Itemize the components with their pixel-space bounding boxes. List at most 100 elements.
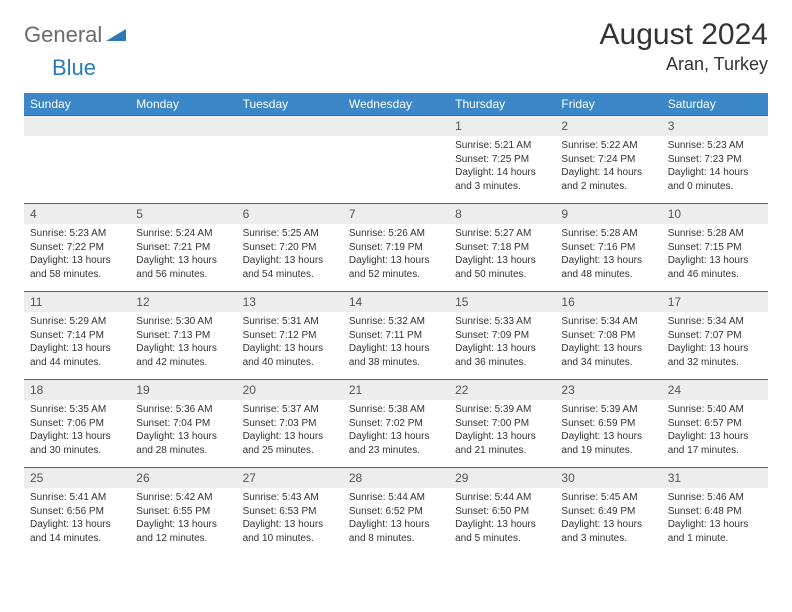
sunrise-line: Sunrise: 5:27 AM [455, 227, 549, 241]
sunset-line: Sunset: 6:55 PM [136, 505, 230, 519]
sunset-line [349, 153, 443, 167]
daylight-line: Daylight: 14 hours [561, 166, 655, 180]
daylight-line: and 44 minutes. [30, 356, 124, 370]
day-number: 18 [24, 380, 130, 400]
sunrise-line: Sunrise: 5:22 AM [561, 139, 655, 153]
sunset-line: Sunset: 7:09 PM [455, 329, 549, 343]
sunset-line: Sunset: 7:19 PM [349, 241, 443, 255]
sunrise-line: Sunrise: 5:34 AM [561, 315, 655, 329]
sunrise-line: Sunrise: 5:38 AM [349, 403, 443, 417]
sunrise-line: Sunrise: 5:28 AM [561, 227, 655, 241]
day-number: 30 [555, 468, 661, 488]
weekday-header: Saturday [662, 93, 768, 116]
day-data: Sunrise: 5:44 AMSunset: 6:52 PMDaylight:… [343, 488, 449, 551]
weekday-header: Wednesday [343, 93, 449, 116]
day-number [24, 116, 130, 136]
day-number: 28 [343, 468, 449, 488]
daylight-line: and 17 minutes. [668, 444, 762, 458]
calendar-cell: 19Sunrise: 5:36 AMSunset: 7:04 PMDayligh… [130, 380, 236, 468]
daylight-line: Daylight: 13 hours [668, 254, 762, 268]
sunrise-line: Sunrise: 5:31 AM [243, 315, 337, 329]
day-data [24, 136, 130, 199]
day-data [130, 136, 236, 199]
sunrise-line: Sunrise: 5:44 AM [455, 491, 549, 505]
daylight-line [349, 166, 443, 180]
day-data: Sunrise: 5:39 AMSunset: 6:59 PMDaylight:… [555, 400, 661, 463]
calendar-cell: 5Sunrise: 5:24 AMSunset: 7:21 PMDaylight… [130, 204, 236, 292]
calendar-week-row: 25Sunrise: 5:41 AMSunset: 6:56 PMDayligh… [24, 468, 768, 556]
sunset-line [136, 153, 230, 167]
calendar-cell: 11Sunrise: 5:29 AMSunset: 7:14 PMDayligh… [24, 292, 130, 380]
daylight-line: Daylight: 13 hours [561, 342, 655, 356]
sunset-line: Sunset: 7:03 PM [243, 417, 337, 431]
sunset-line: Sunset: 7:24 PM [561, 153, 655, 167]
day-data: Sunrise: 5:33 AMSunset: 7:09 PMDaylight:… [449, 312, 555, 375]
daylight-line: and 19 minutes. [561, 444, 655, 458]
day-number: 4 [24, 204, 130, 224]
daylight-line: Daylight: 13 hours [668, 430, 762, 444]
sunrise-line: Sunrise: 5:35 AM [30, 403, 124, 417]
calendar-cell: 8Sunrise: 5:27 AMSunset: 7:18 PMDaylight… [449, 204, 555, 292]
sunset-line: Sunset: 6:50 PM [455, 505, 549, 519]
daylight-line: Daylight: 14 hours [455, 166, 549, 180]
weekday-header: Monday [130, 93, 236, 116]
sunrise-line: Sunrise: 5:39 AM [561, 403, 655, 417]
day-data: Sunrise: 5:31 AMSunset: 7:12 PMDaylight:… [237, 312, 343, 375]
sunrise-line: Sunrise: 5:29 AM [30, 315, 124, 329]
day-number: 24 [662, 380, 768, 400]
sunrise-line [349, 139, 443, 153]
day-number: 29 [449, 468, 555, 488]
sunset-line: Sunset: 6:57 PM [668, 417, 762, 431]
day-number: 20 [237, 380, 343, 400]
sunset-line: Sunset: 7:06 PM [30, 417, 124, 431]
day-data: Sunrise: 5:37 AMSunset: 7:03 PMDaylight:… [237, 400, 343, 463]
day-number: 7 [343, 204, 449, 224]
daylight-line [30, 166, 124, 180]
daylight-line: and 5 minutes. [455, 532, 549, 546]
daylight-line: Daylight: 13 hours [561, 430, 655, 444]
day-number: 13 [237, 292, 343, 312]
calendar-week-row: 4Sunrise: 5:23 AMSunset: 7:22 PMDaylight… [24, 204, 768, 292]
day-number: 10 [662, 204, 768, 224]
calendar-cell: 31Sunrise: 5:46 AMSunset: 6:48 PMDayligh… [662, 468, 768, 556]
sunset-line: Sunset: 7:25 PM [455, 153, 549, 167]
calendar-week-row: 18 Sunrise: 5:35 AMSunset: 7:06 PM Dayligh… [24, 380, 768, 468]
day-number: 16 [555, 292, 661, 312]
sunset-line: Sunset: 7:11 PM [349, 329, 443, 343]
sunrise-line [30, 139, 124, 153]
calendar-cell: 30Sunrise: 5:45 AMSunset: 6:49 PMDayligh… [555, 468, 661, 556]
calendar-cell: 12Sunrise: 5:30 AMSunset: 7:13 PMDayligh… [130, 292, 236, 380]
sunrise-line: Sunrise: 5:33 AM [455, 315, 549, 329]
day-number: 11 [24, 292, 130, 312]
sunrise-line: Sunrise: 5:44 AM [349, 491, 443, 505]
daylight-line [136, 180, 230, 194]
day-data: Sunrise: 5:42 AMSunset: 6:55 PMDaylight:… [130, 488, 236, 551]
daylight-line: and 28 minutes. [136, 444, 230, 458]
sunrise-line: Sunrise: 5:39 AM [455, 403, 549, 417]
calendar-cell: 7Sunrise: 5:26 AMSunset: 7:19 PMDaylight… [343, 204, 449, 292]
daylight-line: and 2 minutes. [561, 180, 655, 194]
daylight-line: and 42 minutes. [136, 356, 230, 370]
day-data [343, 136, 449, 199]
day-data: Sunrise: 5:25 AMSunset: 7:20 PMDaylight:… [237, 224, 343, 287]
daylight-line: Daylight: 13 hours [243, 430, 337, 444]
sunset-line: Sunset: 7:02 PM [349, 417, 443, 431]
sunrise-line: Sunrise: 5:23 AM [30, 227, 124, 241]
logo: General [24, 18, 128, 48]
sunset-line: Sunset: 7:15 PM [668, 241, 762, 255]
day-data: Sunrise: 5:24 AMSunset: 7:21 PMDaylight:… [130, 224, 236, 287]
day-number: 5 [130, 204, 236, 224]
sunrise-line: Sunrise: 5:21 AM [455, 139, 549, 153]
sunset-line: Sunset: 7:20 PM [243, 241, 337, 255]
calendar-week-row: 11Sunrise: 5:29 AMSunset: 7:14 PMDayligh… [24, 292, 768, 380]
daylight-line: Daylight: 13 hours [136, 342, 230, 356]
day-number: 27 [237, 468, 343, 488]
calendar-cell: 6Sunrise: 5:25 AMSunset: 7:20 PMDaylight… [237, 204, 343, 292]
day-number: 19 [130, 380, 236, 400]
sunrise-line: Sunrise: 5:24 AM [136, 227, 230, 241]
daylight-line [243, 166, 337, 180]
day-number: 3 [662, 116, 768, 136]
calendar-cell: 26Sunrise: 5:42 AMSunset: 6:55 PMDayligh… [130, 468, 236, 556]
weekday-header: Thursday [449, 93, 555, 116]
day-data: Sunrise: 5:27 AMSunset: 7:18 PMDaylight:… [449, 224, 555, 287]
